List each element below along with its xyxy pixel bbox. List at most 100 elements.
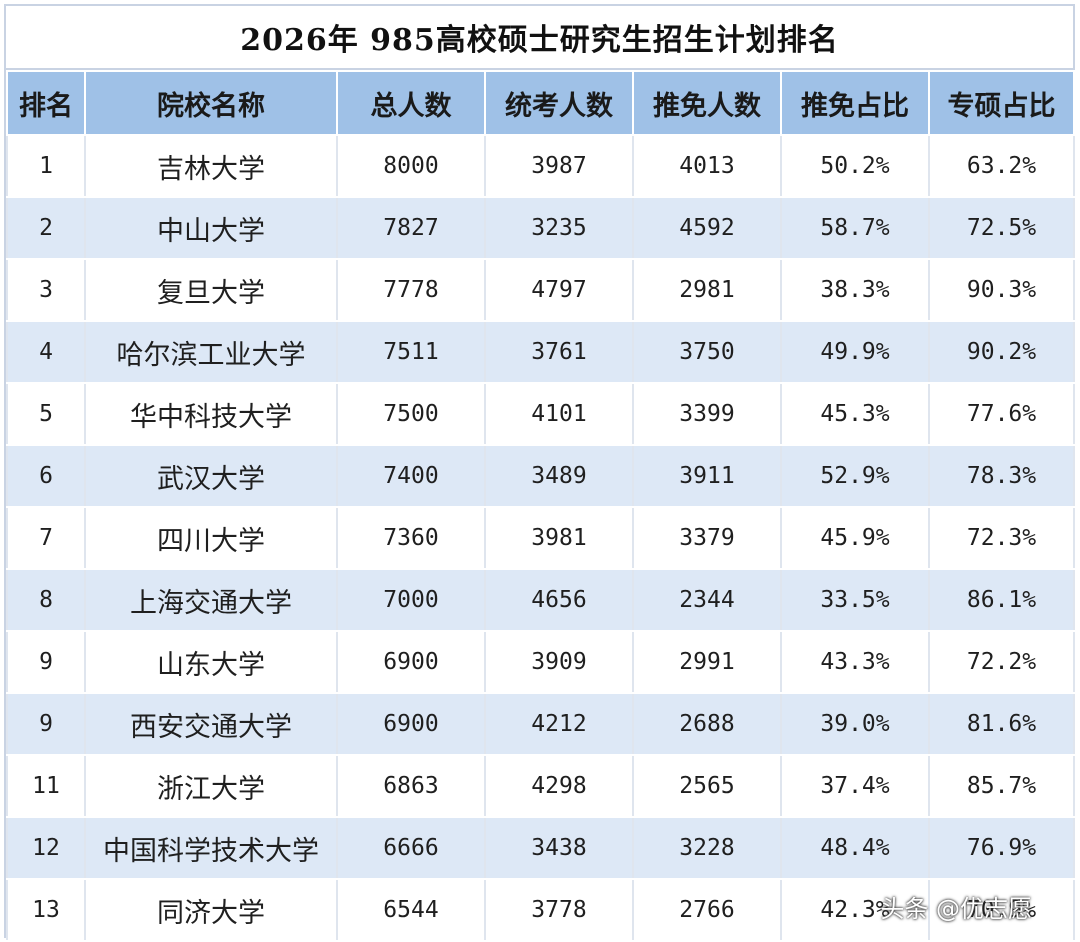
exam-count-cell: 3235 [484, 196, 634, 260]
rank-cell: 9 [6, 630, 86, 694]
exam-count-cell: 4298 [484, 754, 634, 818]
table-row: 9 西安交通大学 6900 4212 2688 39.0% 81.6% [6, 692, 1075, 756]
exam-count-cell: 3909 [484, 630, 634, 694]
recommended-ratio-cell: 37.4% [780, 754, 930, 818]
exam-count-cell: 3778 [484, 878, 634, 942]
page-title: 2026年 985高校硕士研究生招生计划排名 [6, 6, 1073, 70]
professional-ratio-cell: 85.7% [928, 754, 1075, 818]
total-cell: 6900 [336, 630, 486, 694]
table-row: 6 武汉大学 7400 3489 3911 52.9% 78.3% [6, 444, 1075, 508]
ranking-table-card: 2026年 985高校硕士研究生招生计划排名 排名 院校名称 总人数 统考人数 … [4, 4, 1075, 942]
table-row: 13 同济大学 6544 3778 2766 42.3% 70.9% [6, 878, 1075, 942]
recommended-ratio-cell: 38.3% [780, 258, 930, 322]
recommended-count-cell: 3911 [632, 444, 782, 508]
table-row: 3 复旦大学 7778 4797 2981 38.3% 90.3% [6, 258, 1075, 322]
recommended-ratio-cell: 58.7% [780, 196, 930, 260]
recommended-ratio-cell: 52.9% [780, 444, 930, 508]
professional-ratio-cell: 72.2% [928, 630, 1075, 694]
school-name-cell: 山东大学 [84, 630, 338, 694]
table-row: 5 华中科技大学 7500 4101 3399 45.3% 77.6% [6, 382, 1075, 446]
total-cell: 6900 [336, 692, 486, 756]
recommended-count-cell: 2688 [632, 692, 782, 756]
recommended-count-cell: 3228 [632, 816, 782, 880]
recommended-ratio-cell: 50.2% [780, 134, 930, 198]
table-row: 2 中山大学 7827 3235 4592 58.7% 72.5% [6, 196, 1075, 260]
rank-cell: 2 [6, 196, 86, 260]
total-cell: 7511 [336, 320, 486, 384]
header-rank: 排名 [6, 70, 86, 136]
recommended-count-cell: 2344 [632, 568, 782, 632]
exam-count-cell: 3981 [484, 506, 634, 570]
professional-ratio-cell: 72.3% [928, 506, 1075, 570]
recommended-count-cell: 3750 [632, 320, 782, 384]
rank-cell: 6 [6, 444, 86, 508]
rank-cell: 12 [6, 816, 86, 880]
exam-count-cell: 3761 [484, 320, 634, 384]
school-name-cell: 吉林大学 [84, 134, 338, 198]
exam-count-cell: 4656 [484, 568, 634, 632]
table-row: 12 中国科学技术大学 6666 3438 3228 48.4% 76.9% [6, 816, 1075, 880]
school-name-cell: 西安交通大学 [84, 692, 338, 756]
exam-count-cell: 4212 [484, 692, 634, 756]
rank-cell: 3 [6, 258, 86, 322]
table-row: 7 四川大学 7360 3981 3379 45.9% 72.3% [6, 506, 1075, 570]
school-name-cell: 中山大学 [84, 196, 338, 260]
header-professional-ratio: 专硕占比 [928, 70, 1075, 136]
total-cell: 7827 [336, 196, 486, 260]
rank-cell: 1 [6, 134, 86, 198]
recommended-count-cell: 2991 [632, 630, 782, 694]
exam-count-cell: 3987 [484, 134, 634, 198]
professional-ratio-cell: 86.1% [928, 568, 1075, 632]
school-name-cell: 同济大学 [84, 878, 338, 942]
total-cell: 7500 [336, 382, 486, 446]
school-name-cell: 复旦大学 [84, 258, 338, 322]
total-cell: 6544 [336, 878, 486, 942]
professional-ratio-cell: 70.9% [928, 878, 1075, 942]
professional-ratio-cell: 76.9% [928, 816, 1075, 880]
professional-ratio-cell: 72.5% [928, 196, 1075, 260]
table-row: 8 上海交通大学 7000 4656 2344 33.5% 86.1% [6, 568, 1075, 632]
total-cell: 7778 [336, 258, 486, 322]
total-cell: 8000 [336, 134, 486, 198]
total-cell: 7360 [336, 506, 486, 570]
professional-ratio-cell: 90.3% [928, 258, 1075, 322]
recommended-ratio-cell: 43.3% [780, 630, 930, 694]
header-exam-count: 统考人数 [484, 70, 634, 136]
table-header-row: 排名 院校名称 总人数 统考人数 推免人数 推免占比 专硕占比 [6, 70, 1075, 136]
header-recommended-ratio: 推免占比 [780, 70, 930, 136]
professional-ratio-cell: 77.6% [928, 382, 1075, 446]
school-name-cell: 哈尔滨工业大学 [84, 320, 338, 384]
exam-count-cell: 3489 [484, 444, 634, 508]
table-row: 1 吉林大学 8000 3987 4013 50.2% 63.2% [6, 134, 1075, 198]
recommended-count-cell: 4592 [632, 196, 782, 260]
rank-cell: 5 [6, 382, 86, 446]
recommended-ratio-cell: 45.3% [780, 382, 930, 446]
rank-cell: 8 [6, 568, 86, 632]
professional-ratio-cell: 78.3% [928, 444, 1075, 508]
table-row: 11 浙江大学 6863 4298 2565 37.4% 85.7% [6, 754, 1075, 818]
table-row: 4 哈尔滨工业大学 7511 3761 3750 49.9% 90.2% [6, 320, 1075, 384]
exam-count-cell: 3438 [484, 816, 634, 880]
header-recommended-count: 推免人数 [632, 70, 782, 136]
ranking-table: 排名 院校名称 总人数 统考人数 推免人数 推免占比 专硕占比 1 吉林大学 800… [6, 70, 1075, 942]
recommended-count-cell: 2766 [632, 878, 782, 942]
recommended-ratio-cell: 49.9% [780, 320, 930, 384]
rank-cell: 13 [6, 878, 86, 942]
rank-cell: 9 [6, 692, 86, 756]
recommended-ratio-cell: 39.0% [780, 692, 930, 756]
recommended-ratio-cell: 42.3% [780, 878, 930, 942]
header-total: 总人数 [336, 70, 486, 136]
source-credit: 头条 @优志愿 [880, 895, 1032, 923]
rank-cell: 4 [6, 320, 86, 384]
school-name-cell: 武汉大学 [84, 444, 338, 508]
school-name-cell: 上海交通大学 [84, 568, 338, 632]
rank-cell: 11 [6, 754, 86, 818]
recommended-count-cell: 3379 [632, 506, 782, 570]
total-cell: 6666 [336, 816, 486, 880]
recommended-ratio-cell: 48.4% [780, 816, 930, 880]
professional-ratio-cell: 81.6% [928, 692, 1075, 756]
recommended-count-cell: 4013 [632, 134, 782, 198]
recommended-count-cell: 2981 [632, 258, 782, 322]
table-row: 9 山东大学 6900 3909 2991 43.3% 72.2% [6, 630, 1075, 694]
professional-ratio-cell: 63.2% [928, 134, 1075, 198]
